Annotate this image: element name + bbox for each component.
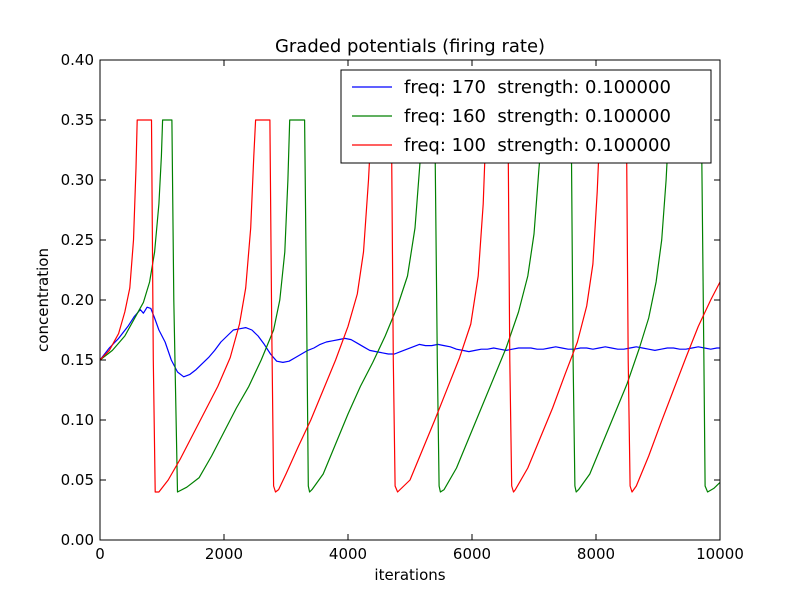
x-tick-label: 6000 bbox=[453, 545, 491, 563]
legend-entries: freq: 170 strength: 0.100000 freq: 160 st… bbox=[352, 77, 671, 156]
plot-area: 0 2000 4000 6000 8000 10000 0.000.050.100.150… bbox=[61, 51, 744, 563]
legend-label-2: freq: 160 strength: 0.100000 bbox=[404, 106, 671, 127]
y-axis-ticks: 0.00 0.05 0.10 0.15 0.20 0.25 0.30 0.35 0.40 bbox=[61, 51, 720, 549]
x-axis-ticks: 0 2000 4000 6000 8000 10000 bbox=[95, 60, 744, 563]
x-tick-label: 4000 bbox=[329, 545, 367, 563]
y-tick-label: 0.15 bbox=[61, 351, 94, 369]
legend-box bbox=[340, 69, 712, 164]
y-axis-label: concentration bbox=[34, 248, 52, 352]
y-tick-label: 0.20 bbox=[61, 291, 94, 309]
y-tick-label: 0.40 bbox=[61, 51, 94, 69]
legend-label-1: freq: 170 strength: 0.100000 bbox=[404, 77, 671, 98]
legend: freq: 170 strength: 0.100000 freq: 160 st… bbox=[340, 69, 712, 164]
y-tick-label: 0.35 bbox=[61, 111, 94, 129]
x-tick-label: 10000 bbox=[696, 545, 744, 563]
y-tick-label: 0.00 bbox=[61, 531, 94, 549]
y-tick-label: 0.10 bbox=[61, 411, 94, 429]
series-line-1 bbox=[100, 306, 720, 378]
y-tick-label: 0.25 bbox=[61, 231, 94, 249]
x-tick-label: 0 bbox=[95, 545, 105, 563]
legend-label-3: freq: 100 strength: 0.100000 bbox=[404, 135, 671, 156]
y-tick-label: 0.05 bbox=[61, 471, 94, 489]
y-tick-label: 0.30 bbox=[61, 171, 94, 189]
chart-title: Graded potentials (firing rate) bbox=[275, 36, 545, 57]
x-axis-label: iterations bbox=[374, 566, 445, 584]
x-tick-label: 8000 bbox=[577, 545, 615, 563]
x-tick-label: 2000 bbox=[205, 545, 243, 563]
